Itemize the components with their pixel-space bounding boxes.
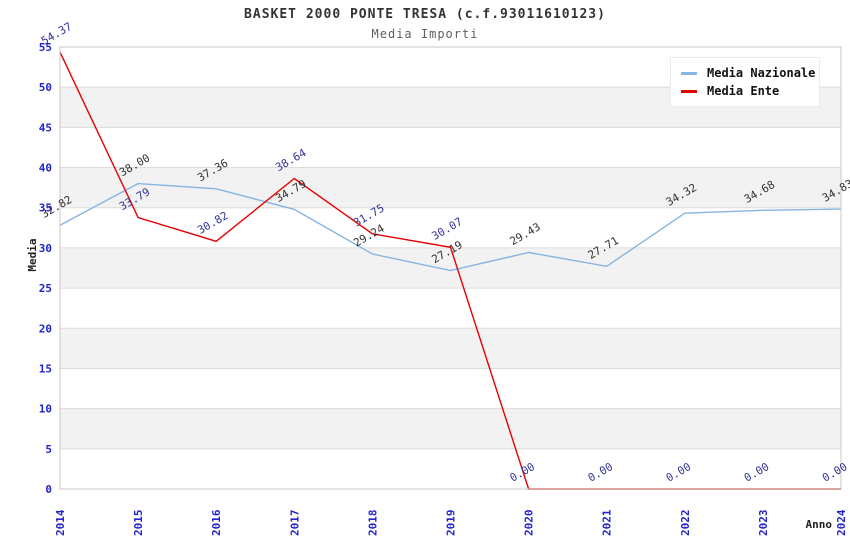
y-tick-label: 0 [45, 483, 52, 496]
x-tick-label: 2016 [210, 509, 223, 536]
legend-item-media-nazionale: Media Nazionale [681, 64, 815, 82]
x-tick-label: 2020 [523, 510, 536, 537]
y-tick-label: 55 [39, 41, 52, 54]
x-tick-label: 2015 [132, 510, 145, 537]
chart-subtitle: Media Importi [371, 27, 479, 41]
y-tick-label: 25 [39, 282, 52, 295]
legend-label-media-ente: Media Ente [707, 84, 780, 98]
point-label: 0.00 [586, 460, 615, 485]
x-tick-label: 2014 [54, 509, 67, 536]
y-axis-title: Media [26, 238, 39, 271]
x-tick-label: 2024 [835, 509, 848, 536]
y-tick-label: 20 [39, 322, 52, 335]
grid-band [60, 167, 841, 208]
y-tick-label: 10 [39, 403, 52, 416]
x-tick-label: 2021 [601, 509, 614, 536]
y-tick-label: 50 [39, 81, 52, 94]
grid-band [60, 247, 841, 289]
y-tick-label: 5 [45, 443, 52, 456]
series-line-media-nazionale [59, 182, 842, 272]
x-axis-title: Anno [806, 518, 833, 531]
point-label: 0.00 [820, 460, 849, 485]
grid-band [60, 408, 841, 449]
chart-legend: Media Nazionale Media Ente [670, 57, 820, 107]
y-tick-label: 40 [39, 162, 52, 175]
y-tick-label: 30 [39, 242, 52, 255]
grid-band [60, 328, 841, 369]
y-tick-label: 45 [39, 121, 52, 134]
legend-item-media-ente: Media Ente [681, 82, 811, 100]
x-tick-label: 2022 [679, 510, 692, 537]
plot-border [59, 46, 842, 490]
x-tick-label: 2017 [288, 510, 301, 537]
y-tick-label: 15 [39, 362, 52, 375]
point-label: 0.00 [508, 460, 537, 485]
media-ente-line-swatch [681, 89, 697, 93]
point-label: 30.82 [195, 209, 230, 237]
point-label: 29.43 [508, 220, 543, 248]
x-tick-label: 2023 [757, 510, 770, 537]
chart-title: BASKET 2000 PONTE TRESA (c.f.93011610123… [244, 7, 606, 22]
point-label: 0.00 [742, 460, 771, 485]
y-tick-label: 35 [39, 202, 52, 215]
point-label: 30.07 [430, 215, 465, 243]
x-tick-label: 2018 [366, 510, 379, 537]
point-label: 0.00 [664, 460, 693, 485]
x-tick-label: 2019 [445, 510, 458, 537]
legend-label-media-nazionale: Media Nazionale [707, 66, 816, 80]
media-nazionale-line-swatch [681, 71, 697, 75]
